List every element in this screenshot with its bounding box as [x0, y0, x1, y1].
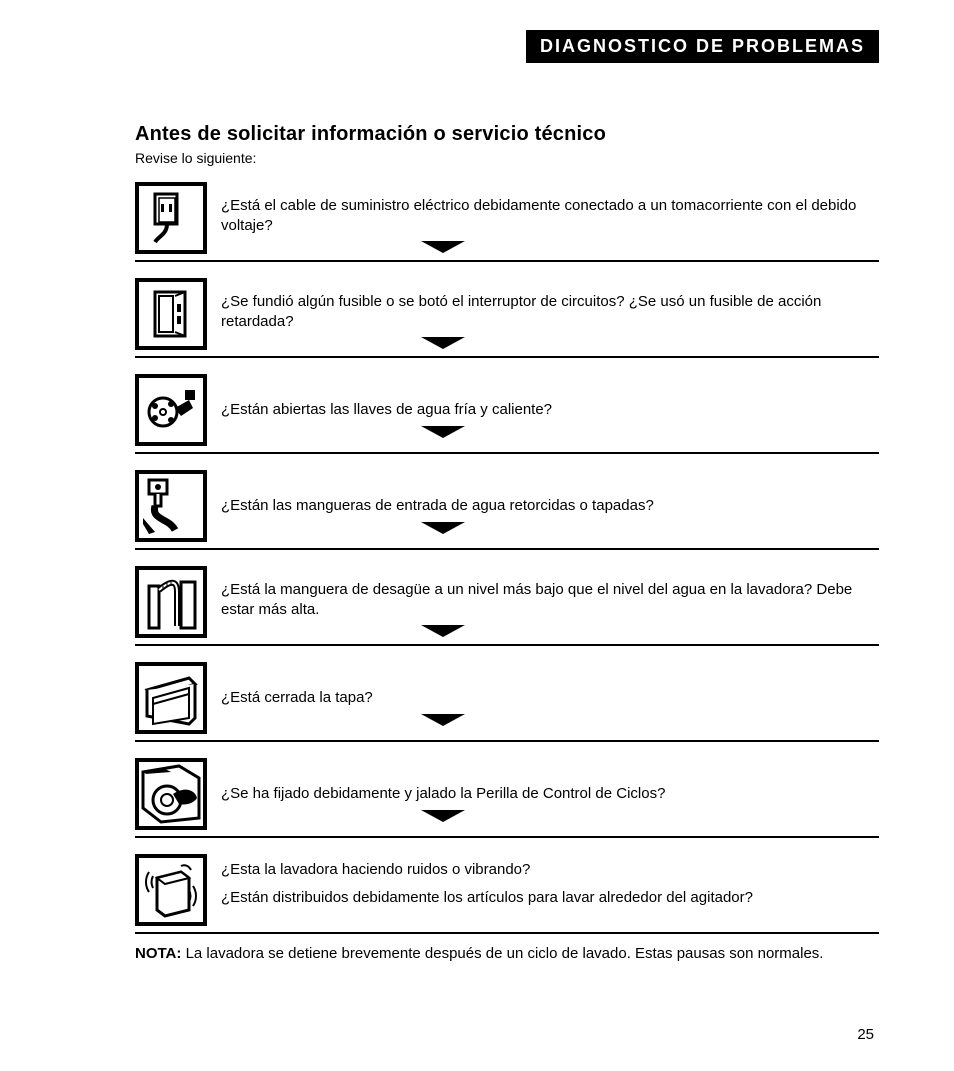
- checklist-text: ¿Está la manguera de desagüe a un nivel …: [221, 580, 879, 619]
- divider: [135, 452, 879, 454]
- checklist-item: ¿Están las mangueras de entrada de agua …: [135, 464, 879, 542]
- section-title: Antes de solicitar información o servici…: [135, 123, 879, 146]
- divider: [135, 740, 879, 742]
- arrow-down-icon: [421, 810, 465, 822]
- divider: [135, 548, 879, 550]
- checklist-text: ¿Esta la lavadora haciendo ruidos o vibr…: [221, 860, 530, 880]
- faucet-icon: [135, 374, 207, 446]
- arrow-down-icon: [421, 714, 465, 726]
- divider: [135, 356, 879, 358]
- arrow-down-icon: [421, 426, 465, 438]
- checklist-item: ¿Esta la lavadora haciendo ruidos o vibr…: [135, 848, 879, 926]
- note-label: NOTA:: [135, 945, 181, 962]
- checklist-item: ¿Está el cable de suministro eléctrico d…: [135, 176, 879, 254]
- vibration-icon: [135, 854, 207, 926]
- note-text: La lavadora se detiene brevemente despué…: [186, 945, 824, 962]
- checklist-text: ¿Está el cable de suministro eléctrico d…: [221, 196, 879, 235]
- fusebox-icon: [135, 278, 207, 350]
- arrow-down-icon: [421, 241, 465, 253]
- checklist-item: ¿Están abiertas las llaves de agua fría …: [135, 368, 879, 446]
- divider: [135, 260, 879, 262]
- lid-icon: [135, 662, 207, 734]
- checklist-text: ¿Se ha fijado debidamente y jalado la Pe…: [221, 784, 665, 804]
- checklist-text: ¿Se fundió algún fusible o se botó el in…: [221, 292, 879, 331]
- checklist-text: ¿Está cerrada la tapa?: [221, 688, 373, 708]
- plug-icon: [135, 182, 207, 254]
- divider: [135, 836, 879, 838]
- arrow-down-icon: [421, 625, 465, 637]
- checklist-text-secondary: ¿Están distribuidos debidamente los artí…: [221, 888, 753, 908]
- arrow-down-icon: [421, 522, 465, 534]
- checklist-item: ¿Se ha fijado debidamente y jalado la Pe…: [135, 752, 879, 830]
- divider: [135, 932, 879, 934]
- checklist-item: ¿Está la manguera de desagüe a un nivel …: [135, 560, 879, 638]
- checklist-text: ¿Están las mangueras de entrada de agua …: [221, 496, 654, 516]
- arrow-down-icon: [421, 337, 465, 349]
- section-subtitle: Revise lo siguiente:: [135, 150, 879, 166]
- divider: [135, 644, 879, 646]
- hose-inlet-icon: [135, 470, 207, 542]
- control-knob-icon: [135, 758, 207, 830]
- checklist-item: ¿Está cerrada la tapa?: [135, 656, 879, 734]
- page-number: 25: [857, 1026, 874, 1043]
- checklist-item: ¿Se fundió algún fusible o se botó el in…: [135, 272, 879, 350]
- header-banner: DIAGNOSTICO DE PROBLEMAS: [526, 30, 879, 63]
- checklist-text: ¿Están abiertas las llaves de agua fría …: [221, 400, 552, 420]
- drain-hose-icon: [135, 566, 207, 638]
- note: NOTA: La lavadora se detiene brevemente …: [135, 944, 879, 964]
